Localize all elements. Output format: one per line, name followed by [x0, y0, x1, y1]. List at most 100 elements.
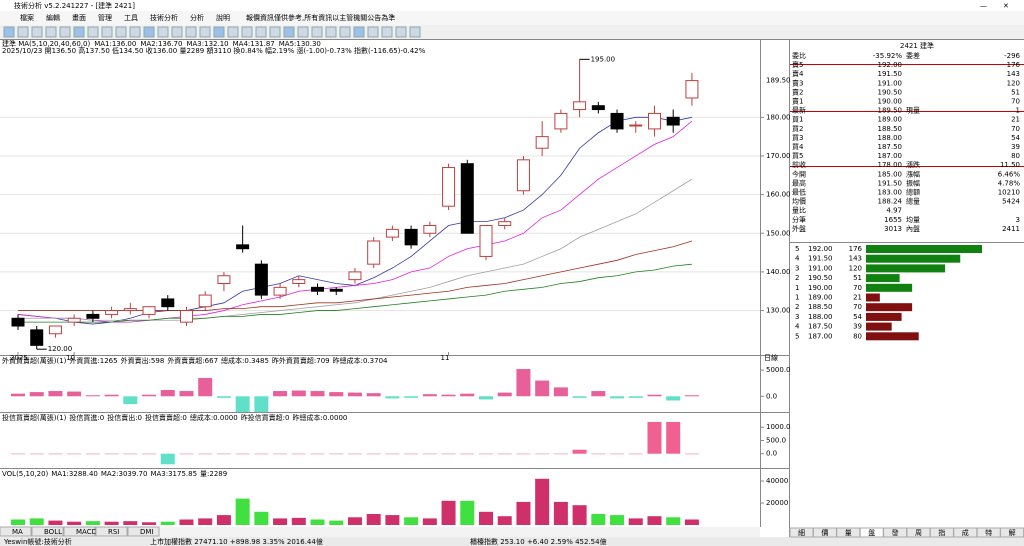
bar — [366, 514, 381, 525]
indicator-tab[interactable] — [127, 526, 160, 537]
ma-legend: MA5:130.30 — [279, 40, 321, 48]
tool-button[interactable] — [59, 26, 71, 38]
tool-button[interactable] — [129, 26, 141, 38]
last-price: 189.50 — [766, 77, 791, 85]
tool-button[interactable] — [3, 26, 15, 38]
quote-label: 分筆 — [792, 215, 806, 224]
tool-button[interactable] — [171, 26, 183, 38]
tool-button[interactable] — [325, 26, 337, 38]
tool-button[interactable] — [227, 26, 239, 38]
tool-button[interactable] — [395, 26, 407, 38]
tool-button[interactable] — [31, 26, 43, 38]
ma-legend: MA4:131.87 — [233, 40, 275, 48]
bar — [254, 511, 269, 525]
indicator-tab[interactable] — [63, 526, 96, 537]
candle-body — [161, 298, 175, 308]
quote-label: 均量 — [906, 215, 920, 224]
tool-button[interactable] — [73, 26, 85, 38]
menu-item[interactable]: 說明 — [216, 13, 230, 22]
bar — [628, 518, 643, 525]
depth-price: 189.00 — [808, 294, 833, 302]
depth-price: 190.00 — [808, 284, 833, 292]
tool-button[interactable] — [255, 26, 267, 38]
quote-tab-label[interactable]: 盤 — [868, 528, 875, 537]
quote-label: 賣3 — [792, 78, 803, 87]
indicator-tab-label[interactable]: MACD — [76, 528, 97, 536]
bar — [142, 453, 157, 455]
tool-button[interactable] — [297, 26, 309, 38]
tool-button[interactable] — [115, 26, 127, 38]
quote-tab-label[interactable]: 價 — [821, 528, 828, 537]
menu-item[interactable]: 技術分析 — [150, 13, 178, 22]
candle-body — [142, 306, 156, 315]
menu-item[interactable]: 管理 — [98, 13, 112, 22]
tool-button[interactable] — [241, 26, 253, 38]
tool-button[interactable] — [283, 26, 295, 38]
tool-button[interactable] — [381, 26, 393, 38]
quote-tab-label[interactable]: 發 — [892, 528, 899, 537]
indicator-tab-label[interactable]: RSI — [108, 528, 119, 536]
tool-button[interactable] — [17, 26, 29, 38]
bar — [254, 396, 269, 412]
quote-tab-label[interactable]: 成 — [962, 528, 969, 537]
depth-qty: 176 — [849, 245, 863, 253]
menu-item[interactable]: 檔案 — [20, 13, 34, 22]
bar — [385, 453, 400, 455]
quote-label: 買2 — [792, 125, 803, 133]
quote-value: 11.50 — [1000, 161, 1020, 169]
quote-value: 188.24 — [878, 198, 903, 206]
tool-button[interactable] — [367, 26, 379, 38]
tool-button[interactable] — [87, 26, 99, 38]
indicator-tab-label[interactable]: MA — [12, 528, 23, 536]
indicator-tab[interactable] — [95, 526, 128, 537]
quote-value: 189.00 — [878, 116, 903, 124]
quote-value: 190.00 — [878, 98, 903, 106]
bar — [497, 453, 512, 455]
window-title: 技術分析 v5.2.241227 - [建準 2421] — [14, 1, 135, 10]
close[interactable]: ✕ — [1003, 2, 1009, 10]
quote-value: 187.00 — [878, 152, 903, 160]
indicator-tab[interactable] — [31, 526, 64, 537]
bar — [48, 520, 63, 525]
tool-button[interactable] — [213, 26, 225, 38]
bar — [422, 453, 437, 455]
indicator-tab-label[interactable]: DMI — [140, 528, 154, 536]
bar — [385, 396, 400, 399]
quote-tab-label[interactable]: 指 — [938, 528, 945, 537]
indicator-tab-label[interactable]: BOLL — [44, 528, 62, 536]
tool-button[interactable] — [199, 26, 211, 38]
menu-item[interactable]: 分析 — [190, 13, 204, 22]
tool-button[interactable] — [101, 26, 113, 38]
candle-body — [629, 124, 643, 127]
tool-button[interactable] — [339, 26, 351, 38]
status-bar — [0, 537, 1024, 546]
minimize[interactable]: — — [980, 2, 987, 10]
quote-qty: 54 — [1011, 134, 1020, 142]
bar — [516, 501, 531, 525]
indicator-tab[interactable] — [0, 526, 32, 537]
quote-tab-label[interactable]: 量 — [845, 529, 852, 537]
quote-label: 買3 — [792, 134, 803, 142]
tool-button[interactable] — [409, 26, 421, 38]
bar — [235, 498, 250, 525]
bar — [123, 521, 138, 525]
quote-tab-label[interactable]: 細 — [798, 528, 805, 537]
menu-item[interactable]: 工具 — [124, 14, 138, 22]
tool-button[interactable] — [157, 26, 169, 38]
tool-button[interactable] — [269, 26, 281, 38]
tool-button[interactable] — [353, 26, 365, 38]
quote-tab-label[interactable]: 特 — [985, 528, 992, 537]
candle-body — [292, 279, 306, 284]
quote-tab-label[interactable]: 周 — [915, 529, 922, 537]
menu-item[interactable]: 畫面 — [72, 13, 86, 22]
pane-legend: MA2:3039.70 — [101, 470, 148, 478]
candle-body — [404, 228, 418, 246]
quote-tab-label[interactable]: 解 — [1009, 528, 1016, 537]
tool-button[interactable] — [45, 26, 57, 38]
menu-item[interactable]: 編輯 — [46, 13, 60, 22]
tool-button[interactable] — [185, 26, 197, 38]
tool-button[interactable] — [143, 26, 155, 38]
y-tick-label: 150.00 — [766, 229, 791, 237]
tool-button[interactable] — [311, 26, 323, 38]
bar — [572, 505, 587, 525]
